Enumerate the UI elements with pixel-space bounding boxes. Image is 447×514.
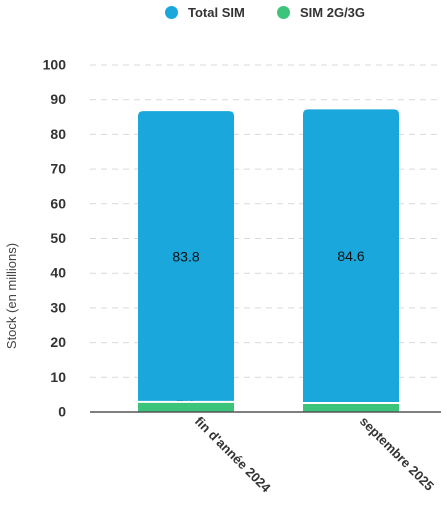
y-tick-label-70: 70 [50, 161, 66, 177]
y-tick-label-10: 10 [50, 369, 66, 385]
y-tick-label-20: 20 [50, 334, 66, 350]
y-tick-label-50: 50 [50, 230, 66, 246]
data-label-total-sim-0: 83.8 [172, 249, 199, 265]
legend: Total SIM SIM 2G/3G [0, 5, 447, 25]
y-tick-label-40: 40 [50, 265, 66, 281]
legend-label-sim-2g3g: SIM 2G/3G [300, 5, 366, 20]
legend-item-total-sim[interactable]: Total SIM [165, 5, 245, 20]
x-tick-label-0: fin d'année 2024 [192, 414, 274, 496]
legend-label-total-sim: Total SIM [188, 5, 245, 20]
y-tick-label-60: 60 [50, 195, 66, 211]
y-tick-label-30: 30 [50, 299, 66, 315]
bar-sim-2g-3g-0 [138, 401, 234, 412]
y-tick-label-90: 90 [50, 91, 66, 107]
y-tick-label-100: 100 [43, 57, 67, 73]
x-tick-label-1: septembre 2025 [357, 414, 437, 494]
bar-total-sim-1 [303, 109, 399, 402]
legend-marker-total-sim [165, 6, 178, 19]
data-label-total-sim-1: 84.6 [337, 248, 364, 264]
bar-sim-2g-3g-1 [303, 402, 399, 412]
y-tick-label-0: 0 [58, 404, 66, 420]
legend-item-sim-2g3g[interactable]: SIM 2G/3G [277, 5, 365, 20]
legend-marker-sim-2g3g [277, 6, 290, 19]
bar-total-sim-0 [138, 111, 234, 401]
y-tick-label-80: 80 [50, 126, 66, 142]
